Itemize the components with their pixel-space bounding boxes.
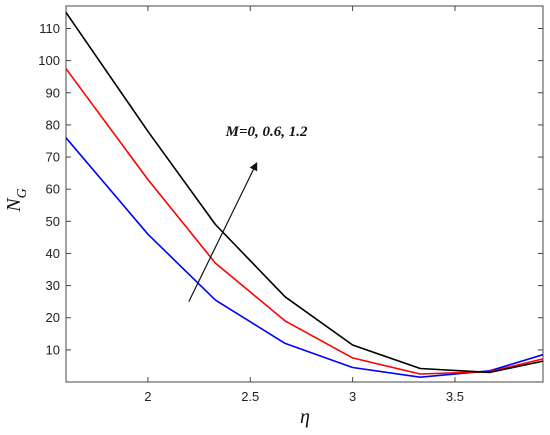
x-tick-label: 2.5	[241, 389, 259, 404]
y-tick-label: 60	[46, 182, 60, 197]
annotation-arrow	[188, 161, 258, 302]
axis-ticks	[66, 6, 543, 382]
y-tick-label: 100	[38, 53, 60, 68]
series-lines	[65, 11, 544, 379]
y-tick-label: 70	[46, 150, 60, 165]
plot-area-frame	[65, 5, 544, 383]
x-tick-label: 3.5	[446, 389, 464, 404]
x-axis-label: η	[300, 406, 310, 428]
annotation-label: M=0, 0.6, 1.2	[225, 124, 308, 140]
x-tick-label: 3	[349, 389, 356, 404]
y-tick-label: 30	[46, 278, 60, 293]
y-tick-label: 110	[39, 21, 60, 36]
x-tick-label: 2	[144, 389, 151, 404]
y-tick-label: 50	[46, 214, 60, 229]
axis-tick-labels: 2 2.5 3 3.5 10 20 30 40 50 60 70 80 90 100 110	[38, 21, 464, 404]
y-axis-label-sub: G	[15, 188, 30, 198]
y-tick-label: 90	[46, 85, 60, 100]
series-line-1	[65, 137, 544, 379]
y-tick-label: 20	[46, 310, 60, 325]
y-axis-label: NG	[3, 188, 30, 212]
y-tick-label: 10	[46, 342, 60, 357]
y-axis-label-main: N	[3, 197, 25, 213]
y-tick-label: 80	[46, 117, 60, 132]
series-line-3	[65, 11, 544, 374]
y-tick-label: 40	[46, 246, 60, 261]
